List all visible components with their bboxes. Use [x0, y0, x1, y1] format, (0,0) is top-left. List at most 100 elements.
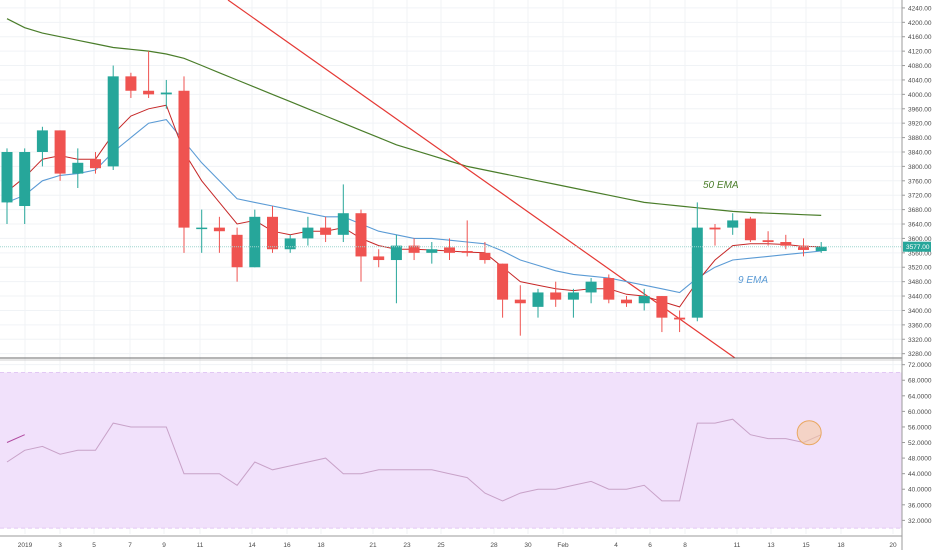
y-tick-label: 3280.00 — [908, 351, 932, 358]
candle — [603, 274, 615, 304]
candle-body — [1, 151, 13, 203]
candle — [514, 285, 526, 336]
candle — [284, 234, 296, 253]
candle — [1, 148, 13, 225]
rsi-highlight-circle — [796, 420, 822, 446]
y-tick-label: 4120.00 — [908, 49, 932, 56]
candle-body — [691, 227, 703, 318]
candle-body — [213, 227, 225, 232]
candle-body — [284, 238, 296, 250]
ema9-line — [6, 118, 822, 294]
rsi-y-tick-label: 60.0000 — [908, 409, 932, 416]
y-tick-label: 3840.00 — [908, 149, 932, 156]
y-tick-label: 3760.00 — [908, 178, 932, 185]
candle-body — [249, 216, 261, 268]
x-tick-label: 15 — [802, 542, 810, 549]
x-tick-label: Feb — [557, 542, 569, 549]
candle-body — [125, 76, 137, 91]
candle — [196, 209, 208, 253]
candle — [36, 126, 48, 167]
candle-body — [621, 299, 632, 304]
candle-body — [19, 151, 31, 207]
x-tick-label: 7 — [128, 542, 132, 549]
candle — [143, 51, 155, 98]
candle-body — [107, 76, 119, 167]
x-tick-label: 5 — [92, 542, 96, 549]
candle-body — [550, 292, 562, 300]
y-tick-label: 3720.00 — [908, 193, 932, 200]
candle-body — [90, 159, 101, 169]
rsi-band — [0, 371, 902, 529]
rsi-y-tick-label: 32.0000 — [908, 518, 932, 525]
candle-body — [196, 227, 208, 230]
candle-body — [320, 227, 332, 235]
x-tick-label: 30 — [524, 542, 532, 549]
rsi-y-tick-label: 48.0000 — [908, 456, 932, 463]
candle-body — [780, 242, 792, 246]
candle-body — [709, 227, 721, 230]
candle — [408, 238, 420, 261]
candle — [302, 216, 314, 246]
x-tick-label: 2019 — [18, 542, 33, 549]
candle-body — [355, 213, 367, 257]
candle-body — [727, 220, 739, 228]
x-tick-label: 18 — [837, 542, 845, 549]
candle — [780, 234, 792, 250]
candle — [674, 310, 686, 333]
candle-body — [72, 162, 84, 174]
candle-body — [656, 296, 668, 318]
candle — [461, 220, 473, 257]
y-tick-label: 3640.00 — [908, 222, 932, 229]
x-tick-label: 8 — [683, 542, 687, 549]
x-tick-label: 28 — [490, 542, 498, 549]
current-price-badge: 3577.00 — [903, 241, 931, 252]
y-tick-label: 3400.00 — [908, 308, 932, 315]
candle — [638, 288, 650, 311]
x-tick-label: 6 — [648, 542, 652, 549]
candle — [762, 231, 774, 246]
candle — [90, 151, 101, 174]
candle — [497, 263, 509, 318]
candle-body — [603, 278, 615, 300]
candle-body — [390, 245, 402, 261]
y-tick-label: 3440.00 — [908, 294, 932, 301]
y-tick-label: 4160.00 — [908, 34, 932, 41]
candle-body — [426, 249, 438, 253]
candle — [213, 216, 225, 253]
candle-body — [143, 90, 155, 95]
rsi-last-segment — [6, 434, 25, 443]
y-tick-label: 3680.00 — [908, 207, 932, 214]
rsi-y-tick-label: 64.0000 — [908, 393, 932, 400]
candle — [815, 242, 827, 253]
y-tick-label: 3960.00 — [908, 106, 932, 113]
y-tick-label: 3800.00 — [908, 164, 932, 171]
rsi-path — [6, 418, 822, 502]
y-tick-label: 4200.00 — [908, 20, 932, 27]
x-tick-label: 4 — [614, 542, 618, 549]
rsi-band-fill — [0, 372, 902, 529]
rsi-line — [6, 418, 822, 502]
candle-body — [36, 130, 48, 152]
candle-body — [798, 245, 809, 250]
candle-body — [178, 90, 190, 228]
candle — [727, 213, 739, 235]
y-tick-label: 4040.00 — [908, 77, 932, 84]
rsi-y-tick-label: 52.0000 — [908, 440, 932, 447]
current-price-bg — [903, 241, 931, 252]
candle — [479, 242, 491, 264]
x-tick-label: 21 — [369, 542, 377, 549]
candle — [744, 216, 756, 243]
candle — [267, 206, 278, 253]
candle-body — [373, 256, 385, 261]
x-tick-label: 3 — [58, 542, 62, 549]
ema50-label: 50 EMA — [703, 180, 739, 191]
candle — [249, 209, 261, 268]
candle — [231, 227, 243, 282]
x-tick-label: 9 — [162, 542, 166, 549]
y-tick-label: 3360.00 — [908, 322, 932, 329]
y-tick-label: 4000.00 — [908, 92, 932, 99]
x-tick-label: 13 — [767, 542, 775, 549]
